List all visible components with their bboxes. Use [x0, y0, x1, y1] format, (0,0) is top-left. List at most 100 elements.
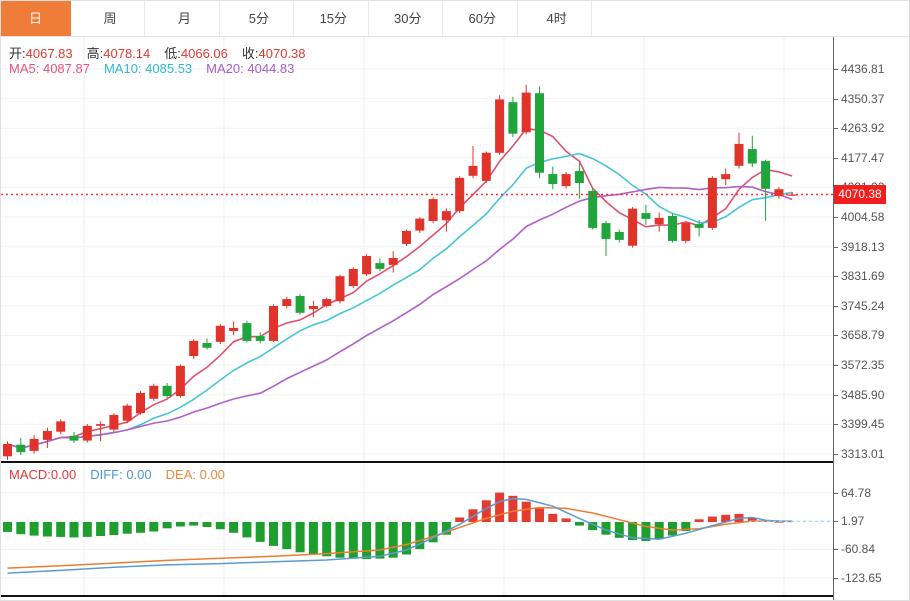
- axis-tick: [834, 276, 838, 277]
- axis-label: 4350.37: [841, 92, 885, 106]
- macd-bar: [16, 522, 26, 535]
- axis-label: 64.78: [841, 486, 872, 500]
- candle[interactable]: [415, 217, 425, 233]
- candle[interactable]: [614, 229, 624, 243]
- candle[interactable]: [162, 383, 172, 399]
- candle[interactable]: [82, 424, 92, 443]
- candle[interactable]: [335, 274, 345, 304]
- candle[interactable]: [561, 172, 571, 189]
- macd-bar: [229, 522, 239, 533]
- tab-daily[interactable]: 日: [1, 1, 71, 36]
- candle[interactable]: [42, 427, 52, 449]
- candle[interactable]: [707, 176, 717, 230]
- candle[interactable]: [308, 300, 318, 318]
- candle[interactable]: [69, 432, 79, 443]
- macd-bar: [109, 522, 119, 536]
- axis-tick: [834, 306, 838, 307]
- candle[interactable]: [3, 441, 12, 460]
- candle[interactable]: [29, 435, 39, 454]
- axis-label: 3313.01: [841, 447, 885, 461]
- low-label: 低:: [164, 46, 181, 61]
- candle[interactable]: [468, 146, 478, 179]
- candle[interactable]: [362, 254, 372, 277]
- candle[interactable]: [189, 339, 199, 360]
- tab-monthly[interactable]: 月: [150, 1, 220, 36]
- candle[interactable]: [56, 419, 66, 435]
- candle[interactable]: [229, 321, 239, 336]
- macd-bar: [3, 522, 12, 532]
- macd-bar: [721, 514, 731, 522]
- candle[interactable]: [269, 304, 278, 342]
- candle[interactable]: [641, 204, 651, 225]
- candle[interactable]: [348, 267, 358, 289]
- tab-4hour[interactable]: 4时: [522, 1, 593, 36]
- timeframe-tab-bar: 日 周 月 5分 15分 30分 60分 4时: [1, 1, 909, 37]
- macd-bar: [242, 522, 252, 538]
- ma10-line: [7, 152, 793, 449]
- candle[interactable]: [375, 258, 385, 272]
- axis-tick: [834, 424, 838, 425]
- candle[interactable]: [455, 176, 465, 214]
- axis-label: 3745.24: [841, 299, 885, 313]
- candle[interactable]: [535, 86, 544, 179]
- candle[interactable]: [774, 187, 784, 199]
- candle[interactable]: [322, 297, 332, 308]
- candle[interactable]: [521, 84, 531, 135]
- macd-bar: [481, 500, 491, 522]
- candle[interactable]: [508, 96, 518, 138]
- tab-5min[interactable]: 5分: [224, 1, 295, 36]
- macd-bar: [255, 522, 265, 542]
- candle[interactable]: [654, 212, 664, 232]
- macd-readout: MACD:0.00 DIFF: 0.00 DEA: 0.00: [9, 467, 225, 482]
- tab-60min[interactable]: 60分: [448, 1, 518, 36]
- candle[interactable]: [428, 197, 438, 224]
- candle[interactable]: [122, 403, 132, 423]
- macd-bar: [641, 522, 651, 541]
- candle[interactable]: [215, 324, 225, 344]
- candle[interactable]: [668, 213, 677, 243]
- candle[interactable]: [548, 166, 558, 190]
- candle[interactable]: [282, 296, 292, 309]
- tab-15min[interactable]: 15分: [299, 1, 369, 36]
- candle[interactable]: [588, 188, 598, 230]
- price-chart-canvas[interactable]: [1, 37, 833, 461]
- candle[interactable]: [202, 338, 212, 350]
- candle[interactable]: [628, 207, 638, 248]
- macd-bar: [561, 518, 571, 522]
- candle[interactable]: [402, 229, 411, 246]
- candle[interactable]: [747, 135, 757, 168]
- macd-bar: [694, 519, 704, 522]
- candle[interactable]: [694, 220, 704, 237]
- candle[interactable]: [601, 220, 611, 256]
- candle[interactable]: [681, 221, 691, 244]
- macd-chart-canvas[interactable]: [1, 463, 833, 595]
- candle[interactable]: [295, 294, 305, 315]
- candle[interactable]: [734, 132, 744, 169]
- macd-bar: [668, 522, 677, 536]
- macd-bar: [548, 513, 558, 522]
- candle[interactable]: [388, 251, 398, 273]
- macd-bar: [495, 492, 505, 522]
- candle[interactable]: [495, 95, 505, 155]
- candle[interactable]: [96, 421, 106, 442]
- candle[interactable]: [574, 163, 584, 199]
- tab-30min[interactable]: 30分: [373, 1, 444, 36]
- candle[interactable]: [255, 332, 265, 344]
- candle[interactable]: [441, 208, 451, 232]
- candle[interactable]: [761, 159, 771, 221]
- candle[interactable]: [136, 390, 145, 415]
- macd-bar: [375, 522, 385, 559]
- diff-line: [7, 497, 793, 574]
- candle[interactable]: [721, 168, 731, 185]
- candle[interactable]: [481, 151, 491, 184]
- candle[interactable]: [16, 437, 26, 455]
- tab-weekly[interactable]: 周: [75, 1, 146, 36]
- candle[interactable]: [149, 383, 159, 401]
- candle[interactable]: [175, 364, 185, 398]
- macd-bar: [335, 522, 345, 558]
- close-label: 收:: [241, 46, 259, 61]
- axis-label: 3572.35: [841, 358, 885, 372]
- candle[interactable]: [242, 320, 252, 343]
- candle[interactable]: [109, 413, 119, 432]
- ma20-readout: MA20: 4044.83: [206, 61, 295, 76]
